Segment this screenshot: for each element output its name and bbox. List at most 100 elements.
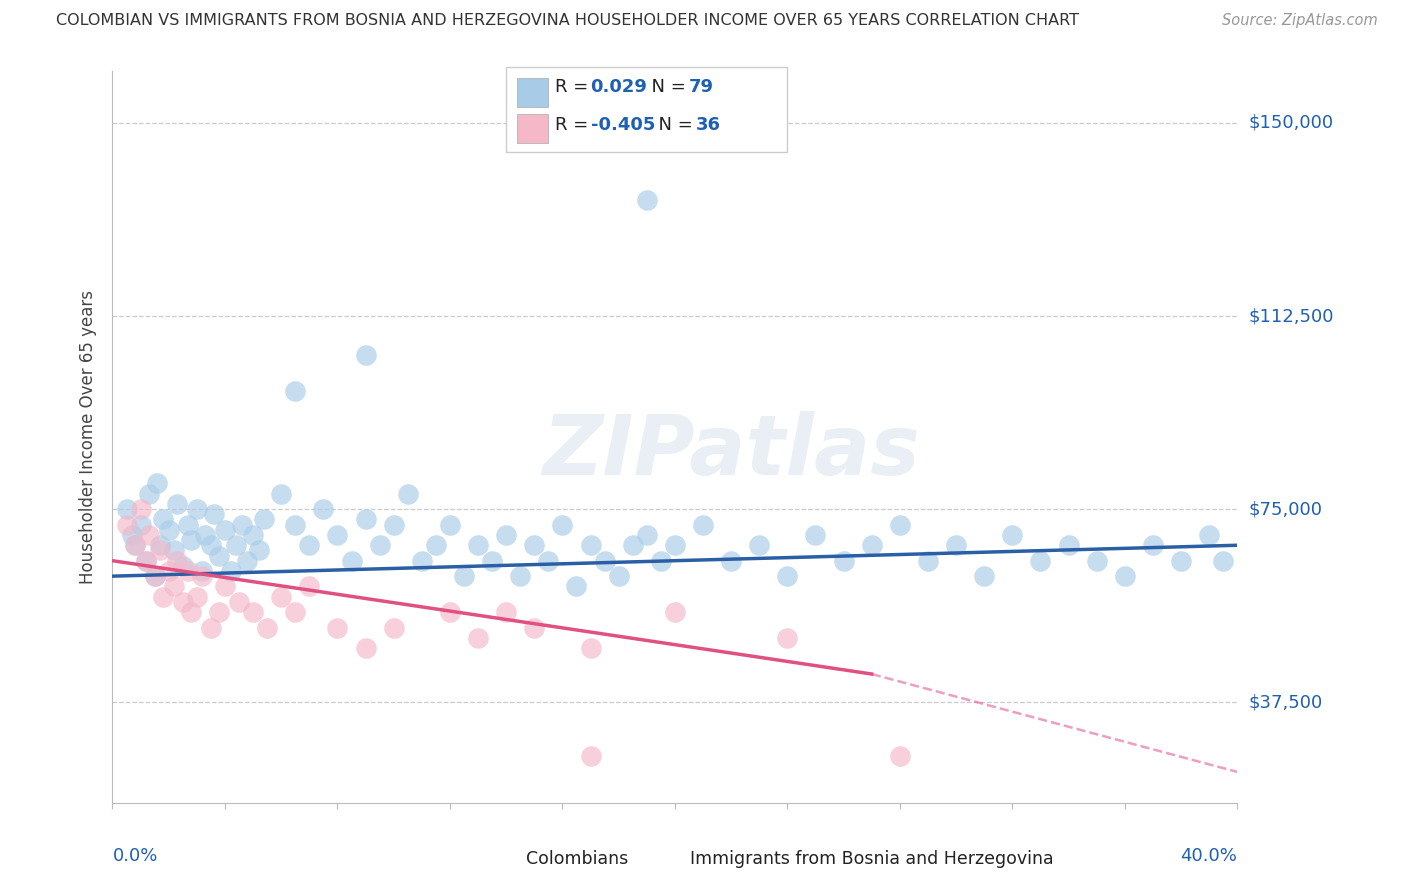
Point [382, 517, 405, 532]
Point [1142, 538, 1164, 552]
Point [200, 621, 222, 635]
Point [228, 595, 250, 609]
Y-axis label: Householder Income Over 65 years: Householder Income Over 65 years [79, 290, 97, 584]
Text: 36: 36 [696, 116, 721, 134]
Point [121, 528, 143, 542]
Point [208, 549, 231, 563]
Text: N =: N = [647, 116, 699, 134]
Point [143, 569, 166, 583]
Point [242, 605, 264, 619]
FancyBboxPatch shape [484, 847, 517, 871]
Point [166, 497, 188, 511]
Point [326, 528, 349, 542]
Point [284, 605, 307, 619]
Point [748, 538, 770, 552]
Point [973, 569, 995, 583]
Point [636, 528, 658, 542]
Text: $112,500: $112,500 [1249, 307, 1334, 325]
Point [889, 517, 911, 532]
Point [804, 528, 827, 542]
Point [1114, 569, 1136, 583]
Point [157, 564, 180, 578]
Point [326, 621, 349, 635]
Text: COLOMBIAN VS IMMIGRANTS FROM BOSNIA AND HERZEGOVINA HOUSEHOLDER INCOME OVER 65 Y: COLOMBIAN VS IMMIGRANTS FROM BOSNIA AND … [56, 13, 1080, 29]
Point [146, 476, 169, 491]
Point [481, 554, 503, 568]
Point [565, 579, 588, 593]
Point [636, 193, 658, 207]
Point [298, 579, 321, 593]
Point [1212, 554, 1234, 568]
Point [163, 579, 186, 593]
Text: Colombians: Colombians [526, 850, 628, 868]
Point [523, 621, 546, 635]
Point [135, 554, 157, 568]
Point [115, 502, 138, 516]
Point [396, 487, 419, 501]
Point [1085, 554, 1108, 568]
Point [579, 749, 602, 764]
Point [664, 538, 686, 552]
Text: 40.0%: 40.0% [1181, 847, 1237, 864]
Text: 0.0%: 0.0% [112, 847, 157, 864]
Point [664, 605, 686, 619]
Point [242, 528, 264, 542]
Point [382, 621, 405, 635]
Point [453, 569, 475, 583]
Point [1001, 528, 1024, 542]
Point [439, 605, 461, 619]
Point [256, 621, 278, 635]
Point [1057, 538, 1080, 552]
Point [425, 538, 447, 552]
Text: -0.405: -0.405 [591, 116, 655, 134]
Point [537, 554, 560, 568]
Text: 0.029: 0.029 [591, 78, 647, 96]
Point [579, 538, 602, 552]
Point [231, 517, 253, 532]
Text: $150,000: $150,000 [1249, 114, 1333, 132]
Point [172, 558, 194, 573]
Point [860, 538, 883, 552]
Point [312, 502, 335, 516]
Point [720, 554, 742, 568]
Point [247, 543, 270, 558]
Point [509, 569, 531, 583]
Point [124, 538, 146, 552]
Point [467, 538, 489, 552]
Text: N =: N = [640, 78, 692, 96]
Point [889, 749, 911, 764]
Point [143, 569, 166, 583]
Point [166, 554, 188, 568]
Point [1029, 554, 1052, 568]
Point [593, 554, 616, 568]
Point [214, 579, 236, 593]
Text: Immigrants from Bosnia and Herzegovina: Immigrants from Bosnia and Herzegovina [689, 850, 1053, 868]
Point [621, 538, 644, 552]
Point [1170, 554, 1192, 568]
Point [650, 554, 672, 568]
Point [152, 590, 174, 604]
Point [163, 543, 186, 558]
FancyBboxPatch shape [647, 847, 681, 871]
Point [298, 538, 321, 552]
Point [135, 554, 157, 568]
Text: 79: 79 [689, 78, 714, 96]
Point [551, 517, 574, 532]
Point [439, 517, 461, 532]
Point [284, 384, 307, 398]
Point [776, 569, 799, 583]
Point [172, 595, 194, 609]
Text: R =: R = [555, 116, 595, 134]
Point [186, 590, 208, 604]
Text: R =: R = [555, 78, 595, 96]
Point [177, 564, 200, 578]
Point [523, 538, 546, 552]
Point [177, 517, 200, 532]
Point [129, 502, 152, 516]
Point [368, 538, 391, 552]
Point [832, 554, 855, 568]
Point [124, 538, 146, 552]
Point [149, 543, 172, 558]
Point [467, 631, 489, 645]
Point [214, 523, 236, 537]
